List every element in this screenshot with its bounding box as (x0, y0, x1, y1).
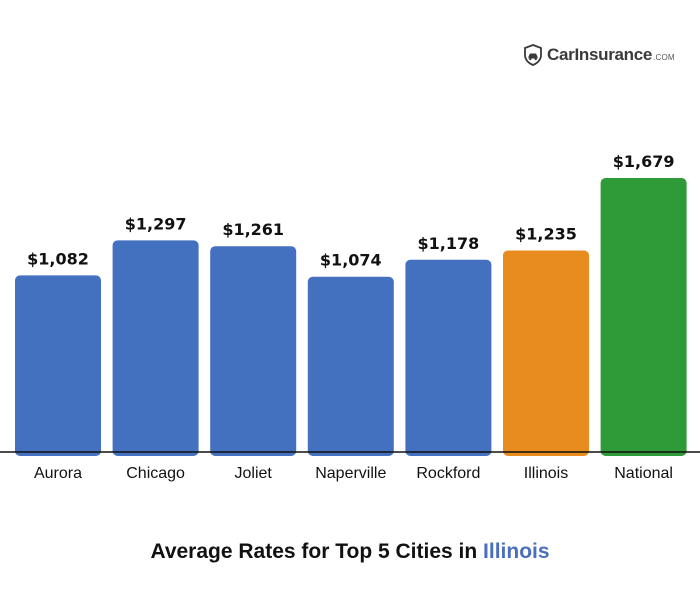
bar-joliet (210, 246, 297, 456)
value-label-joliet: $1,261 (222, 220, 284, 239)
bar-illinois (503, 250, 589, 456)
chart-title-highlight: Illinois (483, 540, 550, 563)
category-label-national: National (614, 465, 673, 482)
value-label-aurora: $1,082 (27, 249, 89, 268)
category-label-chicago: Chicago (126, 465, 185, 482)
brand-name: CarInsurance (547, 45, 653, 64)
shield-icon (524, 44, 542, 66)
bar-chicago (112, 240, 199, 456)
bar-aurora (15, 275, 101, 456)
category-label-aurora: Aurora (34, 465, 82, 482)
value-label-chicago: $1,297 (125, 214, 187, 233)
category-label-rockford: Rockford (416, 465, 480, 482)
value-label-national: $1,679 (613, 152, 675, 171)
value-label-naperville: $1,074 (320, 251, 382, 270)
category-label-joliet: Joliet (235, 465, 273, 482)
chart-title-main: Average Rates for Top 5 Cities in (150, 540, 478, 563)
brand-logo: CarInsurance .COM (524, 44, 675, 66)
value-label-rockford: $1,178 (418, 234, 480, 253)
category-label-illinois: Illinois (524, 465, 568, 482)
category-label-naperville: Naperville (315, 465, 386, 482)
bar-national (600, 178, 687, 456)
chart-title: Average Rates for Top 5 Cities in Illino… (0, 540, 700, 564)
brand-suffix: .COM (653, 53, 675, 62)
bar-naperville (307, 276, 394, 456)
bar-rockford (405, 259, 492, 456)
value-label-illinois: $1,235 (515, 224, 577, 243)
